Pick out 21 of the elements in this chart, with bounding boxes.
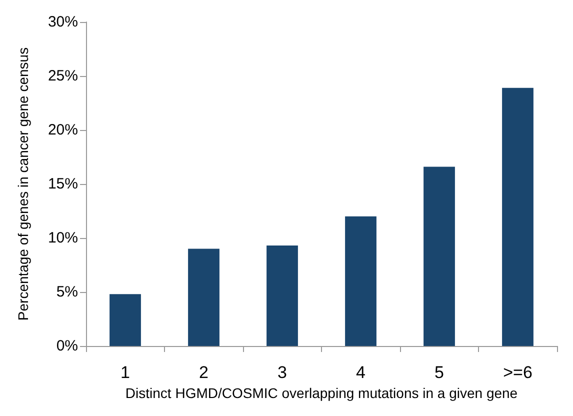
x-tick-label: 4 bbox=[356, 363, 366, 382]
x-tick-label: 2 bbox=[199, 363, 208, 382]
x-tick-label: 3 bbox=[278, 363, 287, 382]
bar bbox=[424, 166, 455, 346]
y-tick-label: 15% bbox=[48, 176, 78, 192]
y-tick-label: 5% bbox=[56, 284, 78, 300]
x-axis-title: Distinct HGMD/COSMIC overlapping mutations in a given gene bbox=[125, 385, 518, 401]
y-tick-label: 10% bbox=[48, 230, 78, 246]
y-tick-label: 25% bbox=[48, 68, 78, 84]
bar bbox=[345, 216, 376, 346]
bar bbox=[502, 88, 534, 346]
bar bbox=[188, 248, 220, 346]
y-tick-label: 0% bbox=[56, 338, 78, 354]
y-tick-label: 30% bbox=[48, 14, 78, 30]
y-axis-title: Percentage of genes in cancer gene census bbox=[15, 47, 31, 321]
y-tick-label: 20% bbox=[48, 122, 78, 138]
x-tick-label: 1 bbox=[120, 363, 130, 382]
bar bbox=[110, 294, 141, 346]
x-tick-label: 5 bbox=[434, 363, 444, 382]
x-tick-label: >=6 bbox=[503, 363, 532, 382]
bar bbox=[266, 246, 298, 346]
